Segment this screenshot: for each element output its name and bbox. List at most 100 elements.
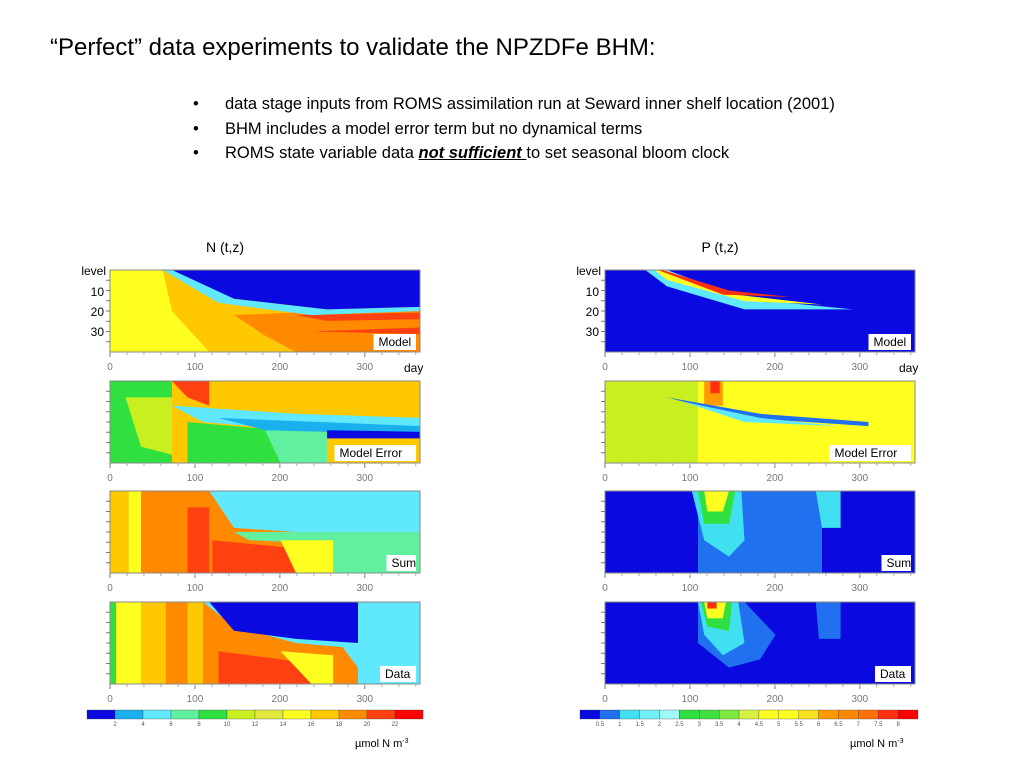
panel-model-error: Model Error 0 100 200 300 (106, 380, 421, 484)
colorbar-tick-label: 2 (658, 722, 662, 728)
colorbar-swatch (198, 709, 228, 720)
colorbar-swatch (619, 709, 640, 720)
x-axis-label: day (404, 361, 423, 375)
colorbar-tick-label: 1 (618, 722, 622, 728)
contour-region (209, 602, 358, 643)
contour-region (707, 602, 717, 609)
bullet-marker: • (193, 119, 199, 138)
contour-region (265, 430, 327, 463)
x-tick-label: 200 (767, 473, 784, 484)
contour-region (209, 491, 420, 537)
colorbar-tick-label: 6 (817, 722, 821, 728)
bullet-emphasis: not sufficient (418, 144, 527, 162)
panel-model-error: Model Error 0 100 200 300 (601, 380, 916, 484)
x-tick-label: 300 (851, 473, 868, 484)
panel-label: Model Error (340, 446, 403, 460)
contour-region (605, 491, 698, 573)
colorbar-tick-label: 16 (308, 722, 315, 728)
x-tick-label: 0 (107, 473, 113, 484)
x-tick-label: 0 (602, 694, 608, 705)
x-tick-label: 200 (767, 694, 784, 705)
x-tick-label: 0 (107, 694, 113, 705)
slide-title: “Perfect” data experiments to validate t… (50, 34, 656, 61)
colorbar-tick-label: 20 (364, 722, 371, 728)
panel-data: Data 0 100 200 300 (601, 601, 916, 705)
x-tick-label: 300 (851, 583, 868, 594)
panel-label-box (829, 445, 911, 461)
bullet-item: • data stage inputs from ROMS assimilatio… (190, 92, 835, 117)
colorbar-tick-label: 4 (141, 722, 145, 728)
colorbar-swatch (738, 709, 760, 720)
contour-region (657, 270, 791, 298)
contour-region (110, 602, 117, 684)
y-tick-label: 10 (91, 285, 105, 299)
colorbar-swatch (659, 709, 680, 720)
x-tick-label: 300 (356, 694, 373, 705)
x-tick-label: 100 (187, 473, 204, 484)
panel-label: Model (874, 335, 907, 349)
bullet-list: • data stage inputs from ROMS assimilatio… (190, 92, 835, 166)
contour-region (212, 540, 296, 573)
panel-label-box (380, 666, 416, 682)
colorbar-tick-label: 2.5 (675, 722, 684, 728)
contour-region (311, 327, 420, 334)
contour-region (234, 532, 420, 573)
colorbar-tick-label: 4 (737, 722, 741, 728)
colorbar-unit: µmol N m-3 (355, 738, 409, 750)
contour-region (110, 270, 210, 352)
contour-region (110, 491, 129, 573)
colorbar-tick-label: 1.5 (635, 722, 644, 728)
colorbar-swatch (170, 709, 200, 720)
colorbar-swatch (254, 709, 284, 720)
colorbar-swatch (114, 709, 144, 720)
contour-region (218, 417, 420, 435)
colorbar-swatch (758, 709, 779, 720)
panel-label: Sum (392, 556, 417, 570)
colorbar-tick-label: 7.5 (874, 722, 883, 728)
contour-region (815, 491, 841, 528)
colorbar-unit: µmol N m-3 (850, 738, 904, 750)
panel-label: Data (385, 667, 411, 681)
colorbar-swatch (798, 709, 819, 720)
contour-region (172, 270, 420, 310)
colorbar-tick-label: 6 (169, 722, 173, 728)
y-tick-label: 30 (586, 325, 600, 339)
colorbar-tick-label: 5 (777, 722, 781, 728)
contour-region (605, 381, 698, 463)
colorbar-swatch (858, 709, 879, 720)
colorbar-swatch (86, 709, 116, 720)
contour-region (704, 491, 729, 512)
panel-label: Model (379, 335, 412, 349)
contour-region (815, 602, 841, 639)
x-tick-label: 0 (602, 473, 608, 484)
panel-model: Model 0 100 200 300 level 10 20 30 day (576, 264, 918, 375)
panel-sum: Sum 0 100 200 300 (106, 490, 421, 594)
x-tick-label: 200 (272, 473, 289, 484)
bullet-marker: • (193, 144, 199, 162)
x-tick-label: 0 (602, 583, 608, 594)
colorbar-tick-label: 22 (392, 722, 399, 728)
x-tick-label: 100 (682, 694, 699, 705)
colorbar-swatch (310, 709, 340, 720)
contour-region (296, 312, 420, 321)
contour-region (162, 270, 420, 316)
contour-region (280, 651, 334, 684)
panel-label: Sum (887, 556, 912, 570)
unit-exponent: -3 (897, 738, 903, 745)
panel-label-box (386, 555, 416, 571)
y-axis-label: level (576, 264, 601, 278)
bullet-text: BHM includes a model error term but no d… (225, 119, 643, 138)
panel-data: Data 0 100 200 300 (106, 601, 421, 705)
colorbar-tick-label: 4.5 (755, 722, 764, 728)
x-tick-label: 200 (272, 583, 289, 594)
x-tick-label: 100 (187, 694, 204, 705)
x-tick-label: 300 (356, 583, 373, 594)
contour-region (327, 430, 420, 439)
contour-region (125, 397, 172, 455)
x-tick-label: 300 (851, 694, 868, 705)
panel-label-box (334, 445, 416, 461)
colorbar-tick-label: 10 (224, 722, 231, 728)
colorbar-swatch (142, 709, 172, 720)
